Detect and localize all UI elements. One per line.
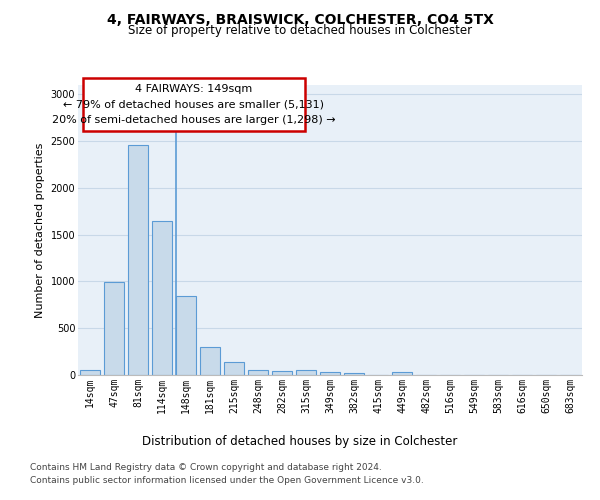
Text: 4, FAIRWAYS, BRAISWICK, COLCHESTER, CO4 5TX: 4, FAIRWAYS, BRAISWICK, COLCHESTER, CO4 … (107, 12, 493, 26)
Text: Contains public sector information licensed under the Open Government Licence v3: Contains public sector information licen… (30, 476, 424, 485)
Bar (344, 373, 364, 375)
Bar (128, 145, 148, 375)
Text: Contains HM Land Registry data © Crown copyright and database right 2024.: Contains HM Land Registry data © Crown c… (30, 462, 382, 471)
Bar (320, 372, 340, 375)
Bar (104, 282, 124, 375)
Text: Size of property relative to detached houses in Colchester: Size of property relative to detached ho… (128, 24, 472, 37)
Text: Distribution of detached houses by size in Colchester: Distribution of detached houses by size … (142, 435, 458, 448)
Bar (200, 347, 220, 375)
Bar (272, 371, 292, 375)
Bar (152, 220, 172, 375)
FancyBboxPatch shape (83, 78, 305, 132)
Bar (248, 370, 268, 375)
Bar (296, 370, 316, 375)
Bar (224, 362, 244, 375)
Text: 4 FAIRWAYS: 149sqm
← 79% of detached houses are smaller (5,131)
20% of semi-deta: 4 FAIRWAYS: 149sqm ← 79% of detached hou… (52, 84, 336, 125)
Bar (176, 296, 196, 375)
Bar (80, 370, 100, 375)
Bar (392, 372, 412, 375)
Y-axis label: Number of detached properties: Number of detached properties (35, 142, 45, 318)
